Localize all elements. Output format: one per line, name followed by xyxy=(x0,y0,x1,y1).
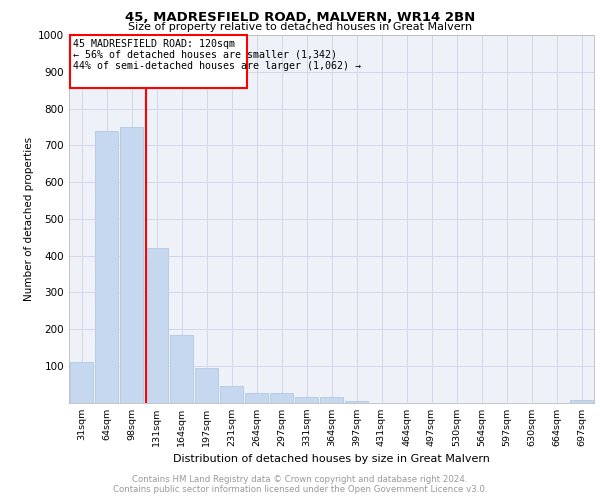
Bar xyxy=(345,400,368,402)
Bar xyxy=(245,394,268,402)
Bar xyxy=(195,368,218,402)
Bar xyxy=(295,397,318,402)
Bar xyxy=(95,130,118,402)
Bar xyxy=(70,362,93,403)
FancyBboxPatch shape xyxy=(70,35,247,88)
Bar xyxy=(270,394,293,402)
Bar xyxy=(145,248,168,402)
Text: 45 MADRESFIELD ROAD: 120sqm: 45 MADRESFIELD ROAD: 120sqm xyxy=(73,38,235,48)
Text: 45, MADRESFIELD ROAD, MALVERN, WR14 2BN: 45, MADRESFIELD ROAD, MALVERN, WR14 2BN xyxy=(125,11,475,24)
Text: Contains HM Land Registry data © Crown copyright and database right 2024.
Contai: Contains HM Land Registry data © Crown c… xyxy=(113,474,487,494)
Bar xyxy=(570,400,593,402)
Bar xyxy=(170,334,193,402)
X-axis label: Distribution of detached houses by size in Great Malvern: Distribution of detached houses by size … xyxy=(173,454,490,464)
Bar xyxy=(220,386,243,402)
Text: ← 56% of detached houses are smaller (1,342): ← 56% of detached houses are smaller (1,… xyxy=(73,50,337,59)
Bar xyxy=(120,127,143,402)
Text: 44% of semi-detached houses are larger (1,062) →: 44% of semi-detached houses are larger (… xyxy=(73,60,361,70)
Y-axis label: Number of detached properties: Number of detached properties xyxy=(24,136,34,301)
Text: Size of property relative to detached houses in Great Malvern: Size of property relative to detached ho… xyxy=(128,22,472,32)
Bar xyxy=(320,397,343,402)
